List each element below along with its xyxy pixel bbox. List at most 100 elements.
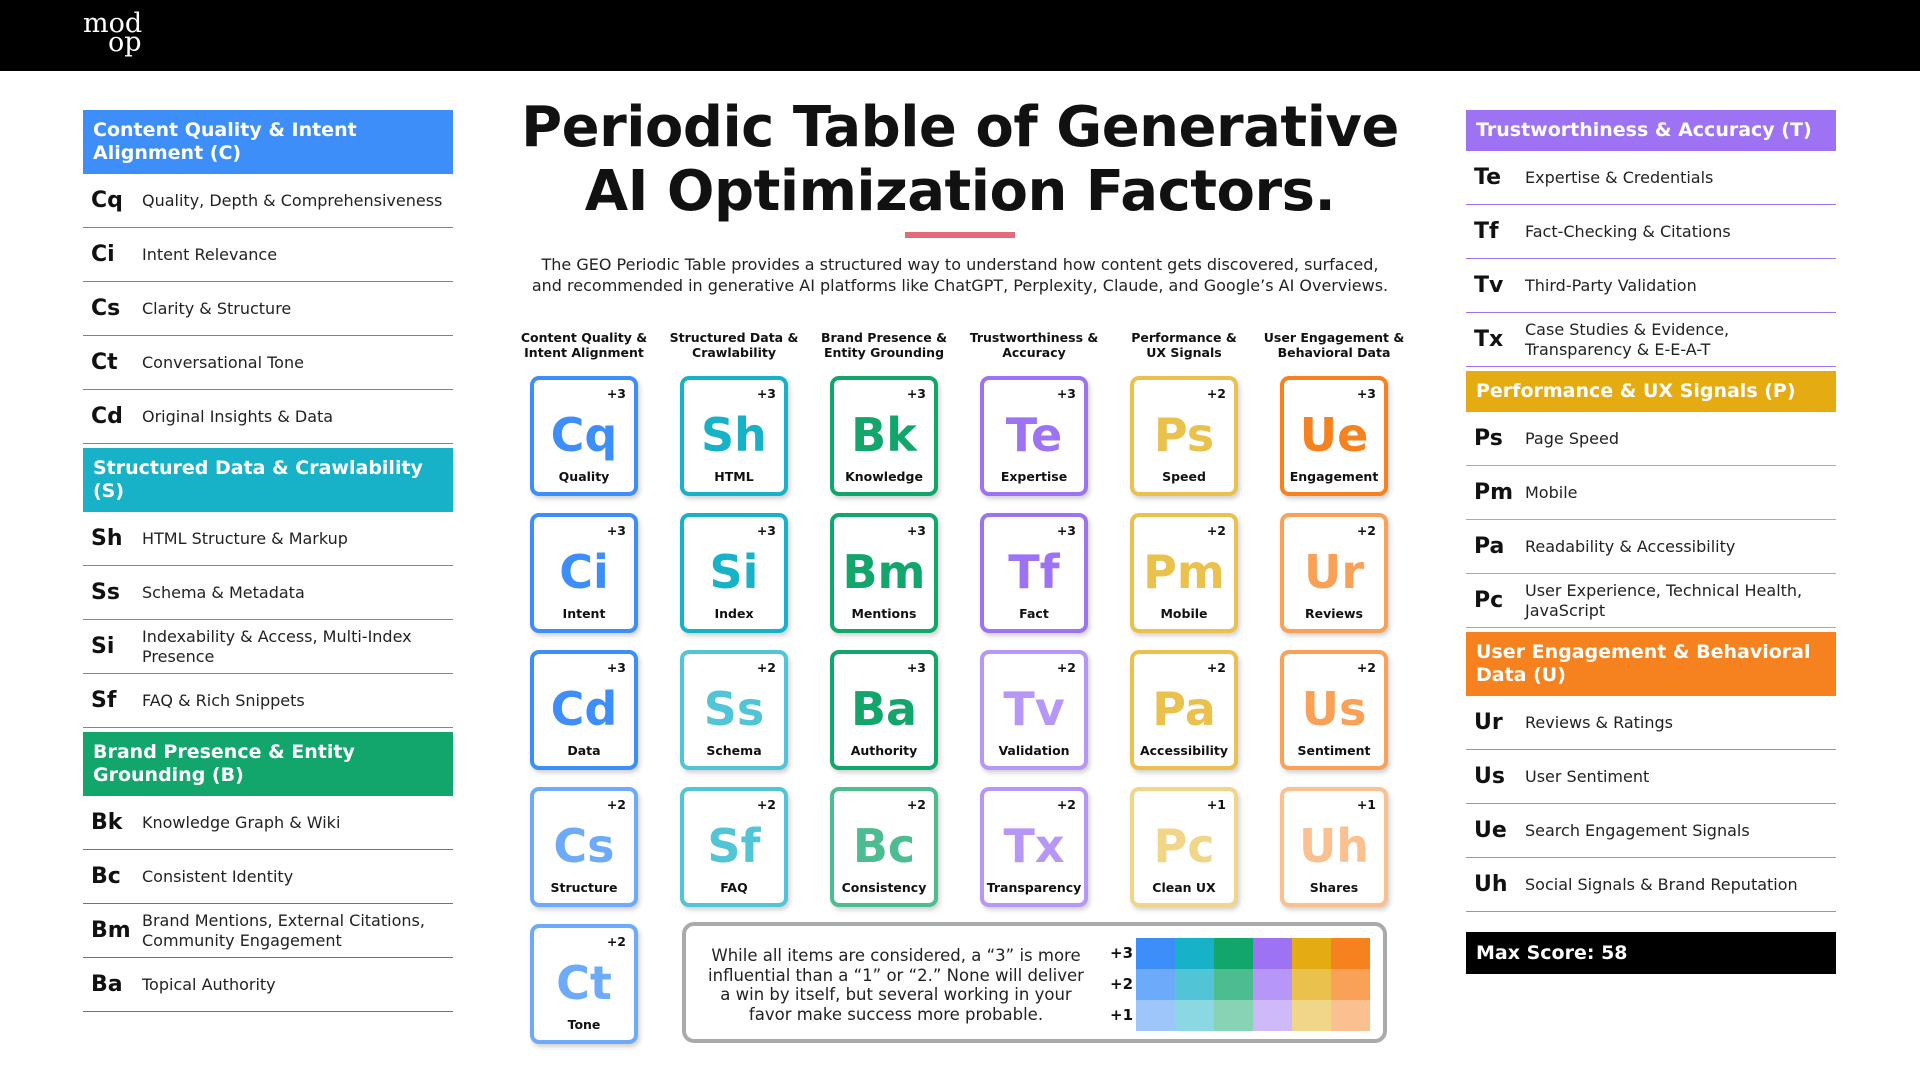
column-header-line: Brand Presence & [820,330,948,345]
title-rule [905,232,1015,238]
tile-score: +2 [1206,386,1226,401]
factor-symbol: Tv [1474,273,1504,298]
element-tile: +3 Tf Fact [980,513,1088,633]
element-tile: +3 Ci Intent [530,513,638,633]
tile-symbol: Pm [1143,545,1225,599]
tile-label: Authority [850,743,918,758]
tile-symbol: Us [1301,682,1367,736]
legend-box: While all items are considered, a “3” is… [682,922,1387,1043]
tile-label: Mobile [1160,606,1208,621]
factor-name: User Sentiment [1525,766,1650,786]
column-header-line: Crawlability [692,345,776,360]
factor-row: Si Indexability & Access, Multi-Index Pre… [83,620,453,674]
tile-score: +3 [1356,386,1376,401]
column-header: User Engagement & Behavioral Data [1259,330,1409,360]
factor-name: Brand Mentions, External Citations, Comm… [142,910,425,950]
tile-label: Engagement [1289,469,1379,484]
tile-score: +2 [1356,523,1376,538]
tile-score: +3 [906,660,926,675]
tile-label: Structure [550,880,618,895]
tile-label: FAQ [720,880,748,895]
group-header: Content Quality & Intent Alignment (C) [83,110,453,174]
logo: op [108,27,142,58]
tile-symbol: Bk [851,408,917,462]
factor-name: Clarity & Structure [142,298,292,318]
score-swatch [1253,938,1292,969]
tile-symbol: Sf [707,819,761,873]
tile-symbol: Ps [1153,408,1215,462]
factor-symbol: Bm [91,918,131,943]
column-header-line: Intent Alignment [524,345,644,360]
score-swatch [1214,938,1253,969]
tile-score: +3 [906,386,926,401]
element-tile: +2 Pm Mobile [1130,513,1238,633]
factor-row: Uh Social Signals & Brand Reputation [1466,858,1836,912]
element-tile: +3 Ue Engagement [1280,376,1388,496]
right-panel: Trustworthiness & Accuracy (T) Te Expertis… [1465,106,1837,975]
factor-row: Ur Reviews & Ratings [1466,696,1836,750]
score-label: +3 [1110,944,1134,962]
factor-row: Ba Topical Authority [83,958,453,1012]
tile-symbol: Ct [556,956,612,1010]
factor-row: Sh HTML Structure & Markup [83,512,453,566]
score-swatch [1292,969,1331,1000]
tile-score: +3 [1056,523,1076,538]
score-swatch [1214,1000,1253,1031]
factor-name: Page Speed [1525,428,1619,448]
score-swatch [1136,938,1175,969]
element-tile: +2 Pa Accessibility [1130,650,1238,770]
tile-score: +2 [1206,523,1226,538]
factor-row: Bc Consistent Identity [83,850,453,904]
tile-score: +2 [906,797,926,812]
element-tile: +1 Pc Clean UX [1130,787,1238,907]
factor-symbol: Pa [1474,534,1505,559]
factor-row: Te Expertise & Credentials [1466,151,1836,205]
subtitle-line: and recommended in generative AI platfor… [531,276,1389,295]
tile-label: Knowledge [845,469,923,484]
tile-label: Mentions [851,606,917,621]
tile-symbol: Cs [553,819,615,873]
factor-name: Expertise & Credentials [1525,167,1714,187]
factor-row: Us User Sentiment [1466,750,1836,804]
tile-score: +3 [756,523,776,538]
factor-symbol: Si [91,634,115,659]
element-tile: +2 Ss Schema [680,650,788,770]
element-tile: +3 Bm Mentions [830,513,938,633]
score-swatch [1331,938,1370,969]
tile-score: +3 [756,386,776,401]
element-tile: +3 Cd Data [530,650,638,770]
tile-symbol: Bc [852,819,916,873]
column-header-line: Performance & [1131,330,1237,345]
element-tile: +2 Cs Structure [530,787,638,907]
subtitle: The GEO Periodic Table provides a struct… [460,254,1460,296]
column-header-line: Trustworthiness & [969,330,1099,345]
tile-symbol: Ba [850,682,918,736]
factor-symbol: Cq [91,188,123,213]
tile-symbol: Pa [1152,682,1216,736]
factor-name: Original Insights & Data [142,406,334,426]
score-swatch [1292,938,1331,969]
column-header-line: UX Signals [1146,345,1222,360]
factor-symbol: Bk [91,810,123,835]
tile-score: +3 [906,523,926,538]
tile-score: +1 [1206,797,1226,812]
group-header: Trustworthiness & Accuracy (T) [1466,110,1836,151]
factor-symbol: Cd [91,404,123,429]
factor-row: Cd Original Insights & Data [83,390,453,444]
tile-symbol: Sh [701,408,767,462]
column-header-line: Behavioral Data [1277,345,1391,360]
tile-label: Speed [1162,469,1206,484]
factor-name: Conversational Tone [142,352,304,372]
tile-symbol: Cq [550,408,618,462]
factor-symbol: Tx [1474,327,1504,352]
element-tile: +2 Sf FAQ [680,787,788,907]
tile-score: +3 [606,660,626,675]
column-header: Performance & UX Signals [1109,330,1259,360]
logo: mod [83,8,143,39]
factor-symbol: Pc [1474,588,1504,613]
factor-name: Indexability & Access, Multi-Index Prese… [142,626,412,666]
factor-name: Search Engagement Signals [1525,820,1750,840]
group-header: User Engagement & Behavioral Data (U) [1466,632,1836,696]
factor-name: HTML Structure & Markup [142,528,348,548]
